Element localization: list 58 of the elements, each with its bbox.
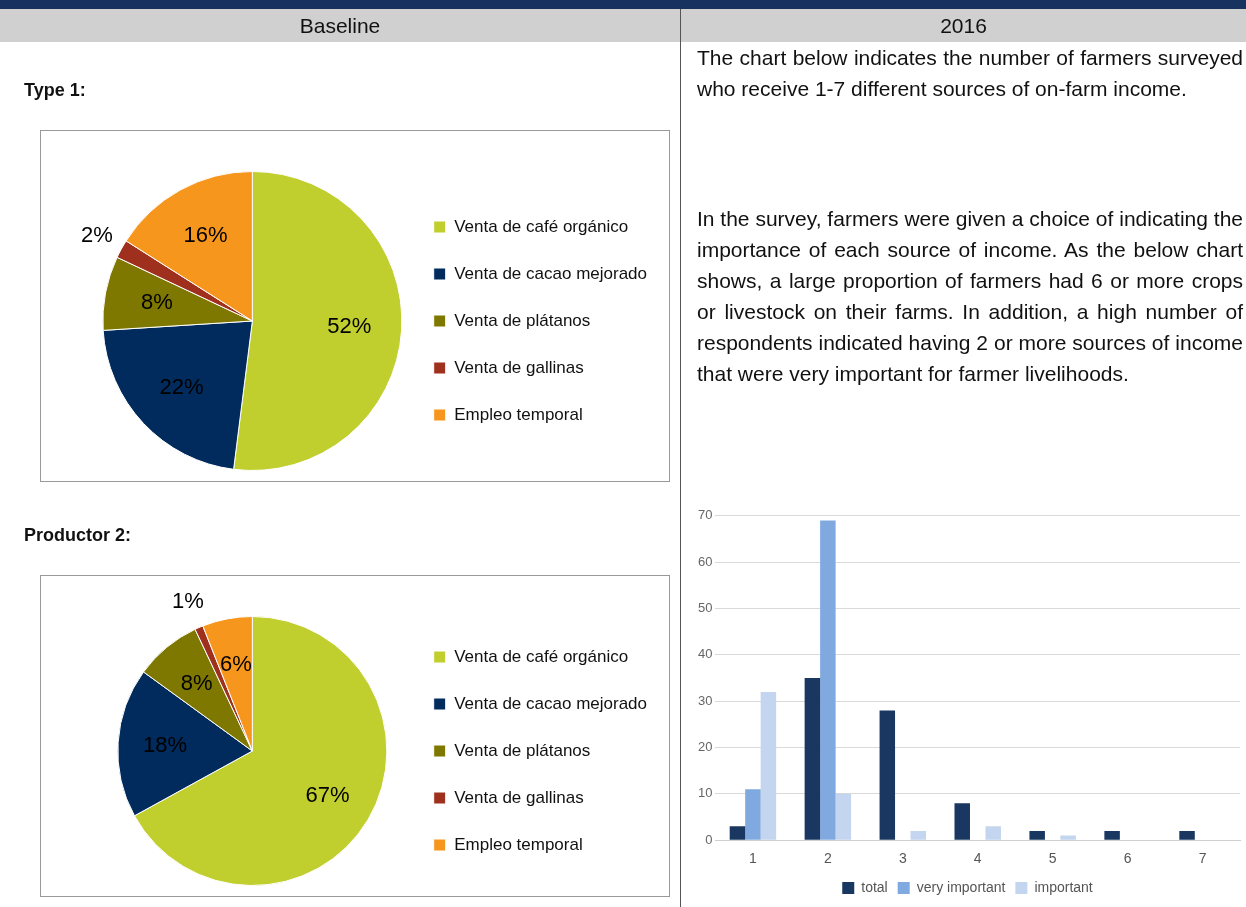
data-label: 8%: [180, 669, 213, 695]
bar: [910, 830, 927, 840]
text: In the survey, farmers were given a choice of indicating the importance of each source of income. As the below chart shows, a large proportion of farmers had 6 or more crops or livestock on their farms. In addition, a high number of respondents indicated having 2 or more sources of income that were very important for farmer livelihoods.: [697, 206, 1243, 387]
legend-label: important: [1034, 878, 1093, 895]
data-label: 8%: [141, 288, 173, 314]
data-label: 18%: [143, 731, 188, 757]
y-tick-label: 40: [697, 646, 713, 662]
x-tick-label: 3: [898, 850, 907, 867]
data-label: 22%: [159, 373, 204, 399]
text: Baseline: [0, 9, 680, 42]
y-tick-label: 30: [697, 692, 713, 708]
y-tick-label: 50: [697, 600, 713, 616]
text: 2016: [681, 9, 1246, 42]
y-tick-label: 60: [697, 553, 713, 569]
y-tick-label: 0: [705, 831, 713, 847]
x-tick-label: 6: [1123, 850, 1132, 867]
legend-label: Venta de plátanos: [454, 310, 591, 330]
legend-label: Venta de café orgánico: [454, 646, 629, 666]
data-label: 6%: [220, 651, 252, 677]
data-label: 2%: [80, 221, 113, 247]
legend-label: total: [861, 878, 888, 895]
chart-title: Productor 2:: [24, 525, 132, 546]
x-tick-label: 7: [1198, 850, 1207, 867]
legend-label: Empleo temporal: [454, 404, 583, 424]
legend-label: Venta de gallinas: [454, 787, 584, 807]
legend-label: Venta de plátanos: [454, 740, 591, 760]
legend-label: Venta de café orgánico: [454, 216, 629, 236]
legend-label: Venta de cacao mejorado: [454, 693, 648, 713]
x-tick-label: 2: [823, 850, 832, 867]
chart-title: Type 1:: [24, 80, 86, 101]
legend-label: Empleo temporal: [454, 834, 583, 854]
bar: [820, 520, 836, 840]
legend-label: Venta de gallinas: [454, 357, 584, 377]
bar: [1104, 830, 1120, 840]
data-label: 16%: [183, 221, 228, 247]
data-label: 67%: [305, 781, 350, 807]
bar: [1029, 830, 1045, 840]
bar: [879, 710, 896, 840]
x-tick-label: 4: [973, 850, 982, 867]
legend-label: Venta de cacao mejorado: [454, 263, 648, 283]
y-tick-label: 20: [697, 739, 713, 755]
bar: [760, 691, 777, 840]
bar: [1060, 835, 1076, 840]
bar: [954, 803, 970, 840]
bar: [985, 826, 1001, 840]
x-tick-label: 5: [1048, 850, 1057, 867]
bar: [1179, 830, 1195, 840]
bar: [835, 793, 852, 840]
bar: [804, 678, 821, 840]
bar: [729, 826, 746, 840]
bar: [745, 789, 761, 840]
text: The chart below indicates the number of farmers surveyed who receive 1-7 different sources of on-farm income.: [697, 45, 1243, 102]
data-label: 52%: [327, 313, 372, 339]
y-tick-label: 10: [697, 785, 713, 801]
x-tick-label: 1: [749, 850, 758, 867]
data-label: 1%: [171, 587, 204, 613]
legend-label: very important: [916, 878, 1006, 895]
y-tick-label: 70: [697, 507, 713, 523]
